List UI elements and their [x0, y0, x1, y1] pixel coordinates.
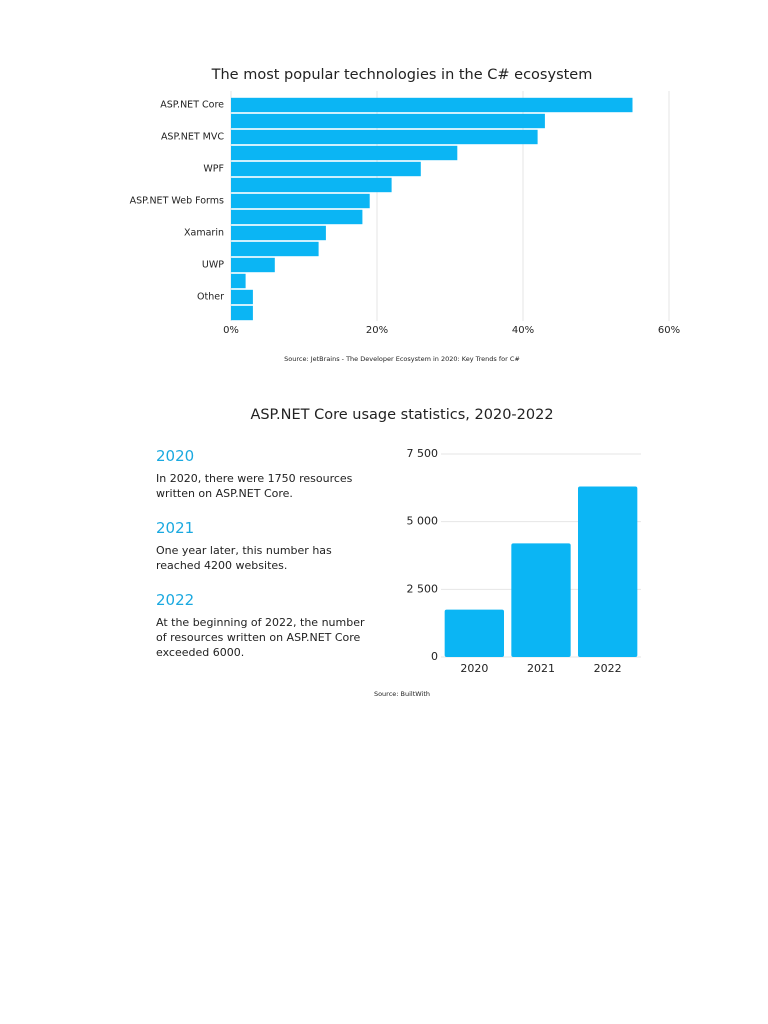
- bar: [511, 543, 571, 657]
- bar: [231, 305, 253, 321]
- bar: [231, 161, 421, 177]
- note-heading: 2022: [156, 591, 195, 609]
- y-tick-label: ASP.NET Web Forms: [130, 196, 224, 207]
- note: 2022 At the beginning of 2022, the numbe…: [156, 591, 366, 660]
- x-tick-label: 2020: [460, 662, 488, 675]
- chart-title: ASP.NET Core usage statistics, 2020-2022: [250, 407, 553, 423]
- bar: [231, 225, 326, 241]
- note-heading: 2020: [156, 447, 195, 465]
- source-note: Source: BuiltWith: [374, 690, 430, 698]
- x-tick-label: 0%: [223, 325, 239, 336]
- y-tick-label: ASP.NET Core: [160, 100, 224, 111]
- bar: [231, 193, 370, 209]
- bar: [578, 486, 638, 657]
- source-note: Source: JetBrains - The Developer Ecosys…: [284, 355, 520, 363]
- bar: [231, 129, 538, 145]
- bar: [231, 177, 392, 193]
- bar: [231, 257, 275, 273]
- bar: [231, 289, 253, 305]
- note-text: In 2020, there were 1750 resources writt…: [156, 472, 353, 500]
- x-tick-label: 20%: [366, 325, 388, 336]
- bar: [231, 113, 545, 129]
- bar: [231, 241, 319, 257]
- y-tick-label: 7 500: [407, 447, 439, 460]
- note: 2021 One year later, this number has rea…: [156, 519, 366, 573]
- y-tick-label: Xamarin: [184, 228, 224, 239]
- y-tick-label: Other: [197, 292, 224, 303]
- y-tick-label: 0: [431, 650, 438, 663]
- x-tick-label: 60%: [658, 325, 680, 336]
- bar: [231, 273, 246, 289]
- y-tick-label: WPF: [203, 164, 224, 175]
- note-heading: 2021: [156, 519, 195, 537]
- y-tick-label: UWP: [202, 260, 224, 271]
- bar: [231, 97, 633, 113]
- bar: [444, 609, 504, 657]
- x-tick-label: 2021: [527, 662, 555, 675]
- chart-title: The most popular technologies in the C# …: [211, 67, 593, 83]
- note-text: One year later, this number has reached …: [156, 544, 332, 572]
- bar: [231, 209, 363, 225]
- bar: [231, 145, 458, 161]
- y-tick-label: 5 000: [407, 515, 439, 528]
- y-tick-label: 2 500: [407, 582, 439, 595]
- x-tick-label: 40%: [512, 325, 534, 336]
- note-text: At the beginning of 2022, the number of …: [156, 616, 365, 659]
- y-tick-label: ASP.NET MVC: [161, 132, 224, 143]
- x-tick-label: 2022: [594, 662, 622, 675]
- note: 2020 In 2020, there were 1750 resources …: [156, 447, 366, 501]
